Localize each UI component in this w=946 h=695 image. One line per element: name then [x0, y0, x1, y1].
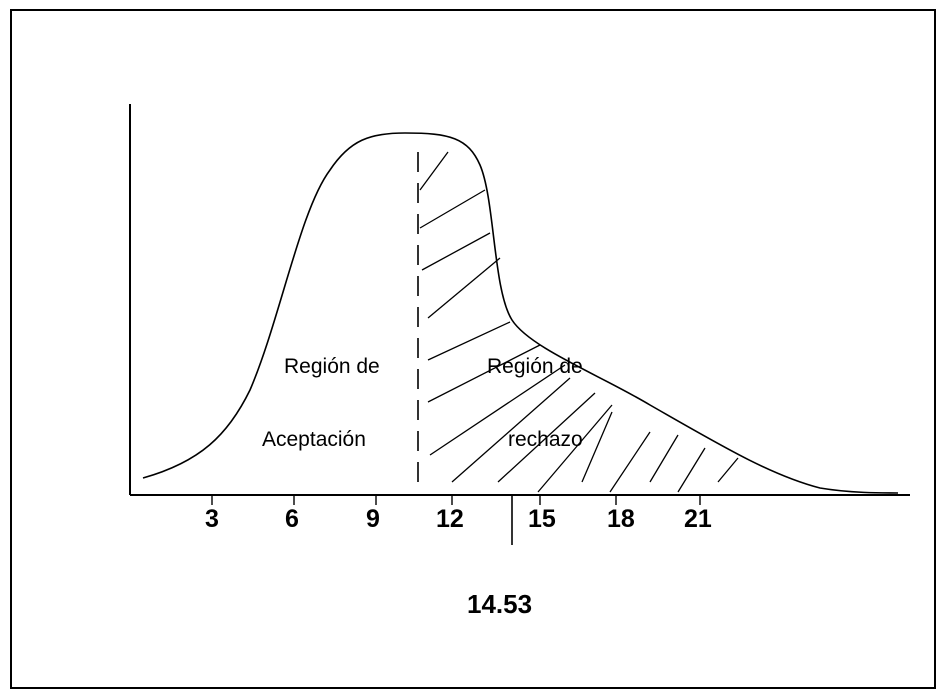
diagram-frame [10, 9, 936, 689]
x-tick-label: 12 [436, 505, 464, 533]
acceptance-region-label-line1: Región de [284, 355, 380, 378]
rejection-hatching [419, 151, 739, 493]
x-tick-label: 9 [366, 505, 380, 533]
hatch-line [419, 151, 449, 191]
acceptance-region-label-line2: Aceptación [262, 428, 366, 451]
hatch-line [497, 392, 596, 483]
hatch-line [419, 189, 486, 229]
hatch-line [677, 447, 706, 493]
x-tick-label: 21 [684, 505, 712, 533]
critical-value-label: 14.53 [467, 589, 532, 619]
rejection-region-label-line1: Región de [487, 355, 583, 378]
hatch-line [427, 257, 501, 319]
x-axis-tick-marks [211, 495, 701, 505]
x-tick-label: 6 [285, 505, 299, 533]
hatch-line [427, 321, 511, 361]
hatch-line [427, 344, 541, 403]
hatch-line [649, 434, 679, 483]
x-tick-label: 15 [528, 505, 556, 533]
density-curve [142, 132, 899, 494]
x-tick-label: 18 [607, 505, 635, 533]
hatch-line [429, 364, 566, 456]
x-tick-label: 3 [205, 505, 219, 533]
hatch-line [609, 431, 651, 493]
hatch-line [421, 232, 491, 271]
hatch-line [581, 411, 613, 483]
hatch-line [537, 404, 613, 493]
hatch-line [717, 457, 739, 483]
hatch-line [451, 377, 571, 483]
rejection-region-label-line2: rechazo [508, 428, 583, 451]
